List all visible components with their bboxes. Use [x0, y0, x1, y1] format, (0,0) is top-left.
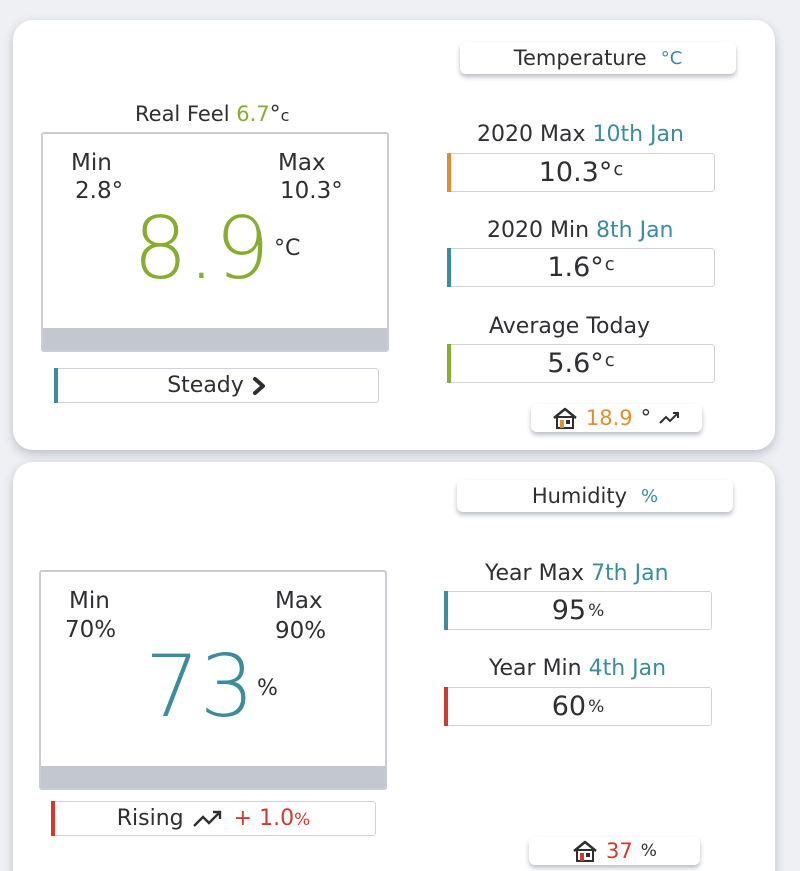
temp-trend-accent [54, 368, 58, 403]
temp-min-value: 2.8° [75, 178, 124, 204]
temp-average-degree: ° [590, 348, 604, 379]
temp-min-label: Min [71, 150, 112, 176]
hum-indoor-value: 37 [606, 839, 633, 863]
hum-trend-label: Rising [116, 806, 184, 831]
temp-year-max-label: 2020 Max 10th Jan [477, 124, 684, 146]
temp-year-max-unit: c [613, 159, 624, 180]
hum-trend-accent [51, 801, 55, 836]
hum-trend-change-value: + 1.0 [233, 806, 295, 831]
humidity-main-box: Min 70% Max 90% 73 % [39, 570, 387, 790]
hum-year-min-accent [444, 687, 448, 726]
temp-year-max-box: 10.3 ° c [447, 153, 715, 192]
temp-main-footer-bar [43, 328, 387, 350]
hum-indoor-button[interactable]: 37 % [529, 837, 700, 865]
temp-trend-label: Steady [167, 373, 244, 398]
humidity-panel: Humidity % Min 70% Max 90% 73 % Rising +… [13, 462, 775, 871]
temp-year-min-label: 2020 Min 8th Jan [487, 220, 674, 242]
temp-year-max-degree: ° [598, 157, 613, 188]
hum-main-footer-bar [41, 766, 385, 788]
hum-year-max-value: 95 [551, 595, 587, 626]
temp-year-min-accent [447, 248, 451, 287]
house-icon [572, 840, 598, 862]
temp-year-min-date: 8th Jan [596, 218, 674, 243]
hum-year-max-date: 7th Jan [591, 561, 669, 586]
hum-max-label: Max [275, 588, 323, 614]
temperature-tab[interactable]: Temperature °C [460, 42, 736, 74]
temp-year-max-date: 10th Jan [592, 122, 684, 147]
real-feel-value: 6.7 [236, 102, 270, 126]
temp-current-value: 8.9 [133, 199, 270, 299]
humidity-tab[interactable]: Humidity % [457, 480, 733, 512]
temp-average-label: Average Today [489, 314, 650, 339]
real-feel-unit: c [280, 106, 290, 125]
temp-max-value: 10.3° [280, 178, 343, 204]
temp-indoor-unit: ° [640, 406, 652, 430]
hum-year-min-box: 60% [444, 687, 712, 726]
temp-year-max-accent [447, 153, 451, 192]
humidity-tab-unit: % [641, 485, 659, 507]
temperature-main-box: Min 2.8° Max 10.3° 8.9 °C [41, 132, 389, 352]
hum-year-min-unit: % [588, 696, 605, 717]
hum-min-label: Min [69, 588, 110, 614]
temp-year-min-unit: c [604, 254, 615, 275]
temp-average-box: 5.6 ° c [447, 344, 715, 383]
temp-indoor-button[interactable]: 18.9 ° [531, 404, 702, 432]
hum-current-unit: % [257, 676, 278, 701]
temp-year-min-value: 1.6 [547, 252, 591, 283]
temp-indoor-value: 18.9 [585, 406, 633, 430]
temp-current-unit: °C [274, 236, 301, 261]
temp-average-unit: c [604, 350, 615, 371]
hum-year-min-date: 4th Jan [588, 656, 667, 681]
hum-indoor-unit: % [640, 841, 657, 861]
humidity-tab-title: Humidity [531, 484, 628, 508]
hum-max-value: 90% [275, 618, 327, 644]
hum-year-min-text: Year Min [489, 656, 582, 681]
trending-up-icon [659, 411, 681, 425]
temp-year-max-text: 2020 Max [477, 122, 586, 147]
temp-year-max-value: 10.3 [538, 157, 599, 188]
hum-year-max-accent [444, 591, 448, 630]
hum-min-value: 70% [65, 617, 117, 643]
temperature-tab-unit: °C [660, 47, 683, 69]
temp-average-accent [447, 344, 451, 383]
temp-year-min-text: 2020 Min [487, 218, 590, 243]
temp-year-min-degree: ° [590, 252, 604, 283]
real-feel-label: Real Feel [135, 102, 230, 126]
temp-average-value: 5.6 [547, 348, 591, 379]
real-feel: Real Feel 6.7°c [135, 104, 289, 126]
temp-trend-box[interactable]: Steady [54, 368, 379, 403]
temp-year-min-box: 1.6 ° c [447, 248, 715, 287]
trending-up-icon [192, 809, 226, 829]
chevron-right-icon [252, 376, 266, 395]
hum-current-value: 73 [145, 637, 255, 737]
hum-year-min-label: Year Min 4th Jan [489, 658, 666, 680]
hum-trend-box[interactable]: Rising + 1.0% [51, 801, 376, 836]
hum-year-min-value: 60 [551, 691, 587, 722]
hum-year-max-unit: % [588, 600, 605, 621]
real-feel-degree: ° [269, 102, 281, 127]
temp-max-label: Max [278, 150, 326, 176]
hum-trend-change-unit: % [294, 810, 311, 830]
hum-year-max-box: 95% [444, 591, 712, 630]
house-icon [552, 407, 578, 429]
temperature-panel: Temperature °C Real Feel 6.7°c Min 2.8° … [13, 20, 775, 450]
hum-year-max-text: Year Max [485, 561, 585, 586]
hum-trend-change: + 1.0% [234, 806, 311, 831]
hum-year-max-label: Year Max 7th Jan [485, 563, 669, 585]
temperature-tab-title: Temperature [513, 46, 647, 70]
